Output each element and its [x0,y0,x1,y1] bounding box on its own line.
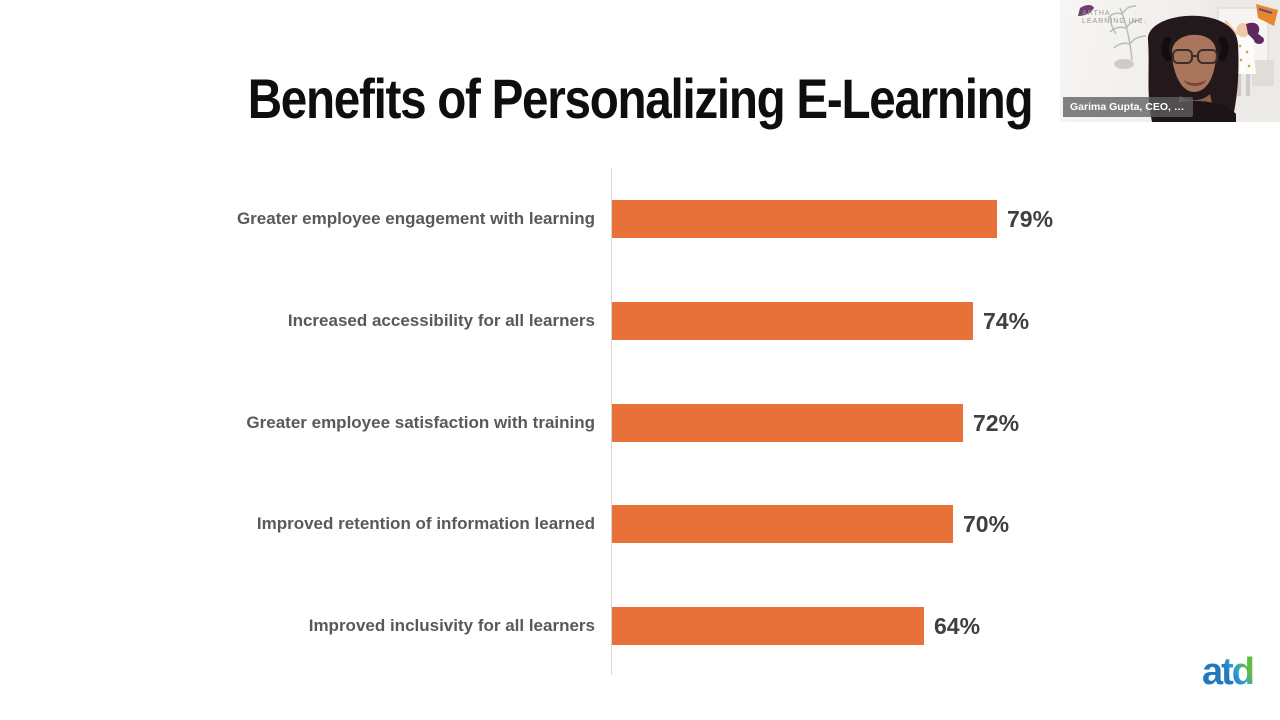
feather-icon [1078,5,1094,16]
value-label: 72% [973,409,1020,436]
speaker-name-badge: Garima Gupta, CEO, … [1063,97,1194,117]
bar [612,505,953,543]
category-label: Increased accessibility for all learners [287,311,595,330]
atd-logo: atd [1202,651,1255,693]
chart-row: Greater employee satisfaction with train… [0,404,1280,442]
category-label: Greater employee engagement with learnin… [236,209,595,228]
bar [612,404,963,442]
speaker-video-tile[interactable]: ARTHA LEARNING INC. Garima Gupta, CEO, … [1060,0,1280,122]
category-label: Greater employee satisfaction with train… [246,413,595,432]
chart-axis-line [611,168,612,675]
value-label: 64% [934,612,981,639]
chart-row: Improved inclusivity for all learners 64% [0,607,1280,645]
slide-title: Benefits of Personalizing E-Learning [247,67,1034,130]
category-label: Improved retention of information learne… [256,514,595,533]
chart-row: Greater employee engagement with learnin… [0,200,1280,238]
value-label: 70% [963,510,1010,537]
chart-row: Increased accessibility for all learners… [0,302,1280,340]
category-label: Improved inclusivity for all learners [308,616,595,635]
value-label: 79% [1007,205,1054,232]
wall-logo-text: ARTHA LEARNING INC. [1082,10,1147,25]
plant-icon [1107,5,1147,61]
value-label: 74% [983,307,1030,334]
bar [612,607,924,645]
bar [612,200,997,238]
bar [612,302,973,340]
chart-row: Improved retention of information learne… [0,505,1280,543]
